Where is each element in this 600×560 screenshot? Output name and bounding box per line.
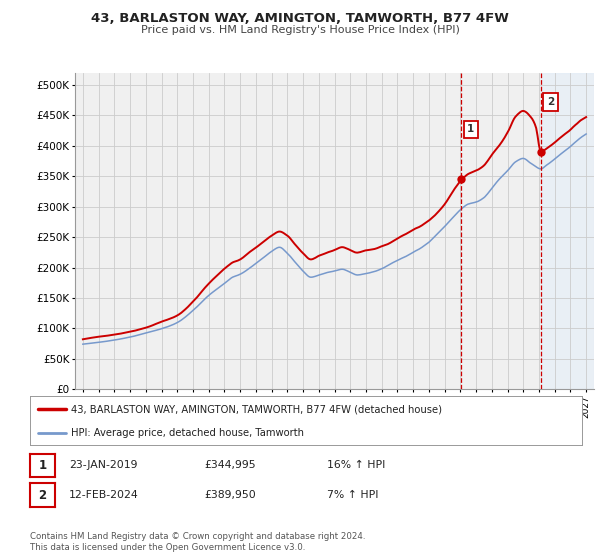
- Text: 7% ↑ HPI: 7% ↑ HPI: [327, 490, 379, 500]
- Bar: [541, 73, 594, 389]
- Text: 1: 1: [467, 124, 475, 134]
- Text: 2: 2: [547, 97, 554, 107]
- Text: 12-FEB-2024: 12-FEB-2024: [69, 490, 139, 500]
- Text: 43, BARLASTON WAY, AMINGTON, TAMWORTH, B77 4FW (detached house): 43, BARLASTON WAY, AMINGTON, TAMWORTH, B…: [71, 404, 442, 414]
- Text: 1: 1: [38, 459, 47, 472]
- Text: 43, BARLASTON WAY, AMINGTON, TAMWORTH, B77 4FW: 43, BARLASTON WAY, AMINGTON, TAMWORTH, B…: [91, 12, 509, 25]
- Text: £344,995: £344,995: [204, 460, 256, 470]
- Text: 23-JAN-2019: 23-JAN-2019: [69, 460, 137, 470]
- Text: £389,950: £389,950: [204, 490, 256, 500]
- Text: HPI: Average price, detached house, Tamworth: HPI: Average price, detached house, Tamw…: [71, 428, 304, 438]
- Text: Contains HM Land Registry data © Crown copyright and database right 2024.: Contains HM Land Registry data © Crown c…: [30, 532, 365, 541]
- Text: Price paid vs. HM Land Registry's House Price Index (HPI): Price paid vs. HM Land Registry's House …: [140, 25, 460, 35]
- Text: 16% ↑ HPI: 16% ↑ HPI: [327, 460, 385, 470]
- Text: This data is licensed under the Open Government Licence v3.0.: This data is licensed under the Open Gov…: [30, 543, 305, 552]
- Text: 2: 2: [38, 488, 47, 502]
